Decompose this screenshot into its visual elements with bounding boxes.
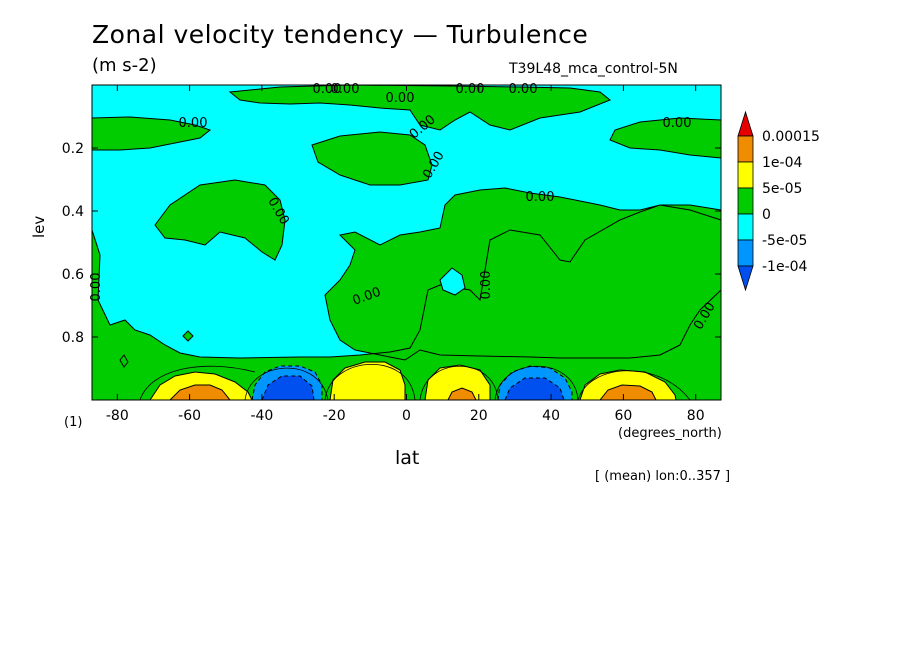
legend-label: 0.00015: [762, 129, 820, 145]
contour-label: 0.00: [89, 273, 104, 302]
contour-label: 0.00: [179, 116, 208, 131]
contour-label: 0.00: [479, 271, 494, 300]
lobe-strong-negative-south: [261, 375, 315, 400]
x-tick-label: -80: [106, 408, 129, 424]
lobe-strong-west: [169, 384, 231, 400]
legend: 0.00015 1e-04 5e-05 0 -5e-05 -1e-04: [737, 110, 820, 292]
y-axis: 0.2 0.4 0.6 0.8: [62, 141, 721, 346]
region-positive-left-top: [92, 116, 212, 151]
legend-label: -1e-04: [762, 259, 808, 275]
lobe-strong-north-subtrop: [447, 387, 477, 400]
region-positive-top-mid: [311, 131, 433, 186]
x-tick-label: 0: [402, 408, 411, 424]
y-tick-label: 0.2: [62, 141, 84, 157]
legend-label: -5e-05: [762, 233, 807, 249]
contour-line-surface: [139, 363, 691, 400]
x-axis: -80 -60 -40 -20 0 20 40 60 80: [106, 85, 705, 424]
legend-arrow-top: [737, 110, 754, 137]
x-tick-label: 40: [542, 408, 560, 424]
contour-label: 0.00: [331, 82, 360, 97]
legend-arrow-bottom: [737, 265, 754, 292]
x-tick-label: -20: [323, 408, 346, 424]
legend-label: 5e-05: [762, 181, 802, 197]
lobe-positive-equator: [329, 361, 406, 400]
region-positive-top: [228, 85, 611, 131]
panel-id: (1): [64, 415, 83, 430]
chart-title: Zonal velocity tendency — Turbulence: [92, 20, 589, 49]
y-tick-label: 0.6: [62, 267, 84, 283]
legend-swatch: [737, 135, 754, 163]
contour-field: [92, 85, 721, 400]
averaging-note: [ (mean) lon:0..357 ]: [595, 469, 731, 484]
region-positive-upper-left: [154, 179, 286, 261]
contour-label: 0.00: [526, 190, 555, 205]
chart-units: (m s-2): [92, 55, 157, 76]
y-tick-label: 0.4: [62, 204, 84, 220]
contour-label: 0.00: [386, 91, 415, 106]
x-axis-units: (degrees_north): [618, 426, 722, 441]
legend-swatch: [737, 239, 754, 267]
legend-label: 1e-04: [762, 155, 802, 171]
x-tick-label: 80: [687, 408, 705, 424]
lobe-strong-negative-north: [504, 377, 565, 400]
legend-label: 0: [762, 207, 771, 223]
lobe-strong-east: [599, 384, 657, 400]
x-tick-label: 20: [470, 408, 488, 424]
region-positive-lower: [92, 187, 721, 400]
region-zero-hole: [439, 267, 466, 296]
run-label: T39L48_mca_control-5N: [509, 61, 678, 77]
x-tick-label: -40: [250, 408, 273, 424]
contour-label: 0.00: [663, 116, 692, 131]
legend-swatch: [737, 213, 754, 241]
contour-label: 0.00: [456, 82, 485, 97]
y-tick-label: 0.8: [62, 330, 84, 346]
x-tick-label: -60: [178, 408, 201, 424]
island-small-left: [119, 330, 194, 368]
legend-swatch: [737, 187, 754, 215]
x-tick-label: 60: [614, 408, 632, 424]
x-axis-label: lat: [395, 447, 420, 469]
region-positive-right-top: [609, 117, 721, 159]
contour-label: 0.00: [509, 82, 538, 97]
legend-swatch: [737, 161, 754, 189]
contour-label: 0.00: [313, 82, 342, 97]
